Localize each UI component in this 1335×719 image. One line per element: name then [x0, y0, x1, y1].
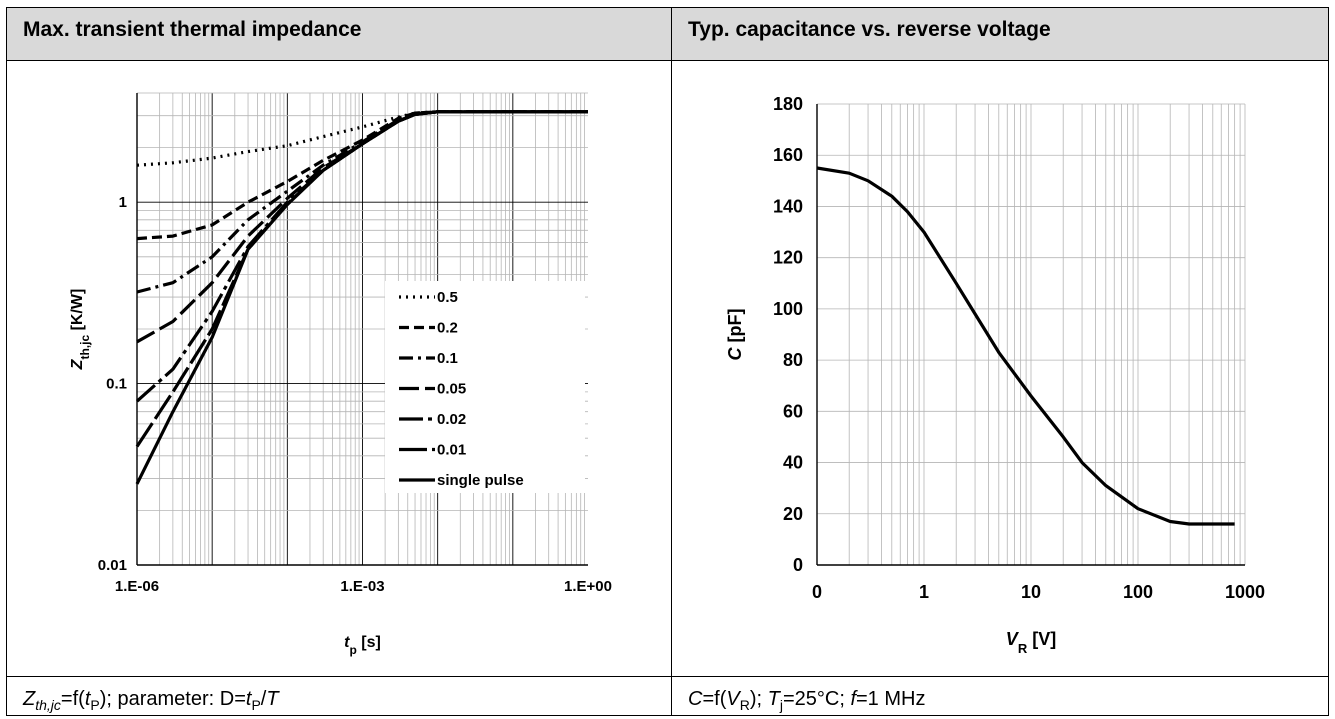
y-tick-label: 160	[773, 145, 803, 165]
legend-label: 0.01	[437, 442, 466, 459]
x-tick-label: 1000	[1225, 582, 1265, 602]
right-chart-area	[671, 60, 1329, 677]
left-panel-footer: Zth,jc=f(tP); parameter: D=tP/T	[6, 676, 672, 716]
x-tick-label: 1.E-06	[115, 578, 159, 595]
x-axis-label: VR [V]	[1006, 629, 1056, 656]
series-line-4	[135, 110, 588, 403]
series-line-2	[136, 110, 588, 294]
right-panel-title: Typ. capacitance vs. reverse voltage	[688, 18, 1051, 41]
x-tick-label: 0	[812, 582, 822, 602]
left-panel-header: Max. transient thermal impedance	[6, 7, 672, 61]
legend-label: 0.05	[437, 381, 466, 398]
x-axis-label: tp [s]	[344, 634, 381, 657]
y-tick-label: 0	[793, 555, 803, 575]
x-tick-label: 10	[1021, 582, 1041, 602]
series-line-6	[135, 110, 588, 485]
left-footer-text: Zth,jc=f(tP); parameter: D=tP/T	[23, 688, 279, 713]
y-tick-label: 0.1	[106, 376, 127, 393]
y-tick-label: 80	[783, 350, 803, 370]
x-tick-label: 100	[1123, 582, 1153, 602]
y-tick-label: 40	[783, 453, 803, 473]
x-tick-label: 1	[919, 582, 929, 602]
y-tick-label: 180	[773, 94, 803, 114]
legend-label: 0.1	[437, 350, 458, 367]
legend-label: 0.2	[437, 320, 458, 337]
y-tick-label: 20	[783, 504, 803, 524]
y-tick-label: 100	[773, 299, 803, 319]
right-footer-text: C=f(VR); Tj=25°C; f=1 MHz	[688, 688, 926, 713]
left-panel-title: Max. transient thermal impedance	[23, 18, 362, 41]
right-panel-header: Typ. capacitance vs. reverse voltage	[671, 7, 1329, 61]
y-tick-label: 1	[119, 194, 127, 211]
y-tick-label: 120	[773, 248, 803, 268]
right-panel-footer: C=f(VR); Tj=25°C; f=1 MHz	[671, 676, 1329, 716]
legend-label: 0.5	[437, 289, 458, 306]
legend-label: 0.02	[437, 411, 466, 428]
y-axis-label: C [pF]	[725, 309, 745, 361]
y-axis-label: Zth,jc [K/W]	[69, 289, 92, 371]
legend-label: single pulse	[437, 472, 524, 489]
x-tick-label: 1.E-03	[340, 578, 384, 595]
y-tick-label: 140	[773, 196, 803, 216]
capacitance-curve	[816, 166, 1235, 526]
y-tick-label: 0.01	[98, 557, 127, 574]
x-tick-label: 1.E+00	[564, 578, 612, 595]
y-tick-label: 60	[783, 401, 803, 421]
